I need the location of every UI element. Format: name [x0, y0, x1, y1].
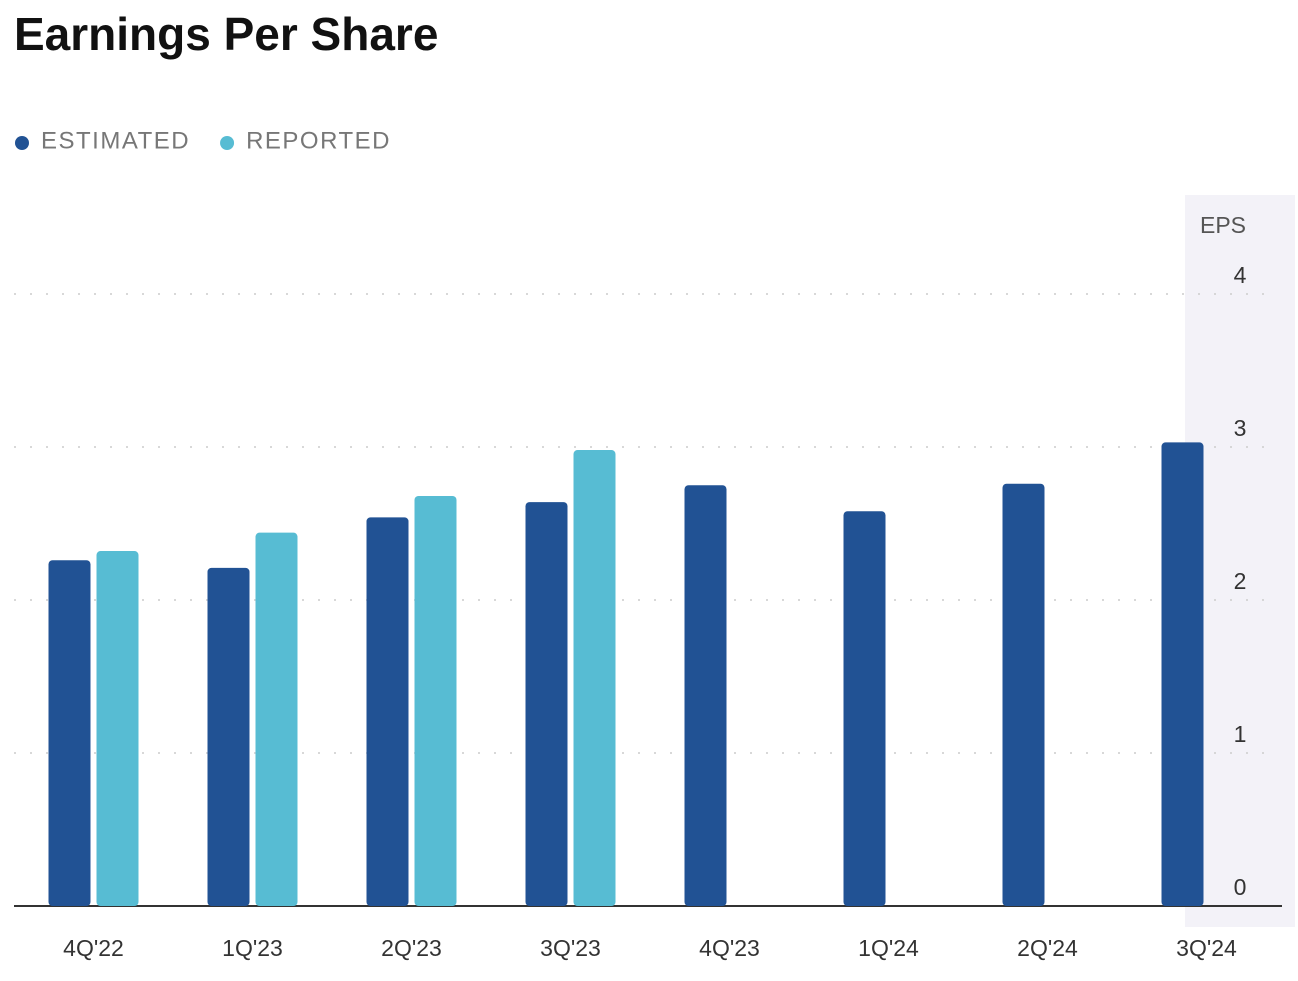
bar — [255, 532, 298, 906]
bar — [684, 485, 727, 906]
y-tick-label: 4 — [1234, 262, 1247, 288]
bar — [48, 560, 91, 906]
x-tick-label: 2Q'24 — [1017, 935, 1078, 961]
x-tick-label: 4Q'23 — [699, 935, 760, 961]
x-tick-label: 3Q'24 — [1176, 935, 1237, 961]
legend-marker — [15, 136, 29, 150]
bar — [414, 495, 457, 906]
x-tick-label: 4Q'22 — [63, 935, 124, 961]
bar — [96, 551, 139, 906]
x-tick-label: 1Q'24 — [858, 935, 919, 961]
bar — [207, 567, 250, 906]
y-axis-label: EPS — [1200, 212, 1246, 238]
bar — [366, 517, 409, 906]
x-tick-label: 3Q'23 — [540, 935, 601, 961]
bar — [843, 511, 886, 906]
y-tick-label: 0 — [1234, 874, 1247, 900]
legend-marker — [220, 136, 235, 150]
y-tick-label: 3 — [1234, 415, 1247, 441]
bar — [573, 450, 616, 906]
bar — [525, 502, 568, 906]
legend-label: REPORTED — [246, 127, 391, 154]
x-tick-label: 1Q'23 — [222, 935, 283, 961]
y-tick-label: 1 — [1234, 721, 1247, 747]
legend-label: ESTIMATED — [41, 127, 190, 154]
bar — [1161, 442, 1204, 906]
x-tick-label: 2Q'23 — [381, 935, 442, 961]
chart-title: Earnings Per Share — [14, 8, 438, 60]
bar — [1002, 483, 1045, 906]
y-tick-label: 2 — [1234, 568, 1247, 594]
